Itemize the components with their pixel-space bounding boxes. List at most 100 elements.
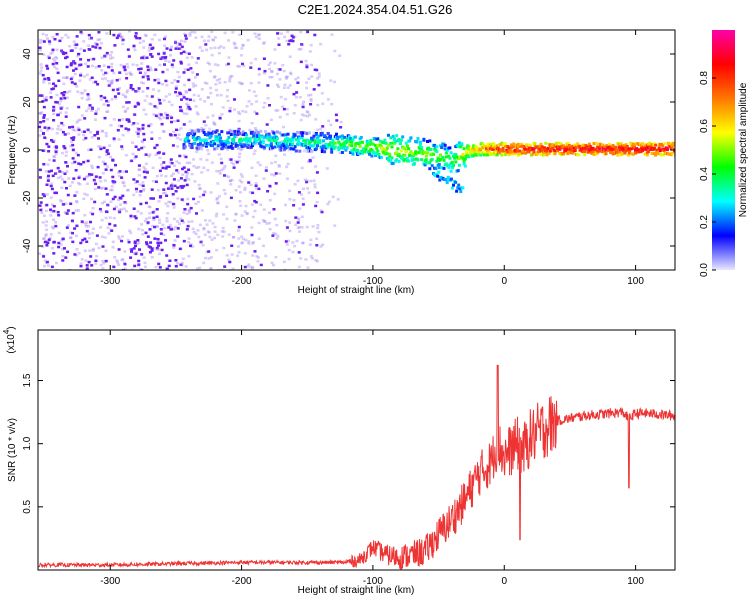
- spectrogram-noise-point: [82, 160, 86, 164]
- spectrogram-noise-point: [170, 103, 174, 107]
- spectrogram-noise-point: [83, 130, 86, 133]
- spectrogram-ridge-point: [479, 148, 483, 151]
- spectrogram-ridge-point: [608, 142, 611, 146]
- spectrogram-ridge-point: [456, 169, 460, 173]
- spectrogram-noise-point: [237, 251, 241, 254]
- spectrogram-noise-point: [54, 171, 58, 175]
- spectrogram-noise-point: [56, 113, 60, 117]
- spectrogram-ridge-point: [456, 145, 460, 149]
- spectrogram-noise-point: [137, 164, 141, 167]
- snr-series-line: [38, 364, 675, 570]
- spectrogram-ridge-point: [291, 138, 295, 142]
- spectrogram-noise-point: [69, 202, 73, 205]
- spectrogram-noise-point: [124, 209, 128, 213]
- spectrogram-noise-point: [198, 195, 202, 199]
- spectrogram-noise-point: [42, 214, 46, 217]
- spectrogram-noise-point: [160, 122, 164, 126]
- spectrogram-ridge-point: [534, 145, 538, 149]
- spectrogram-ridge-point: [370, 154, 374, 158]
- spectrogram-ridge-point: [318, 141, 322, 145]
- spectrogram-noise-point: [285, 75, 289, 78]
- spectrogram-noise-point: [143, 99, 147, 102]
- spectrogram-ridge-point: [454, 152, 458, 156]
- spectrogram-noise-point: [249, 66, 253, 69]
- spectrogram-noise-point: [307, 160, 310, 163]
- x-tick-label: -100: [363, 576, 383, 587]
- spectrogram-noise-point: [209, 191, 213, 194]
- spectrogram-noise-point: [178, 105, 182, 109]
- spectrogram-noise-point: [212, 76, 216, 79]
- spectrogram-noise-point: [120, 176, 124, 179]
- spectrogram-noise-point: [168, 200, 172, 204]
- spectrogram-noise-point: [221, 235, 225, 238]
- spectrogram-noise-point: [287, 257, 291, 261]
- spectrogram-ridge-point: [632, 142, 636, 146]
- spectrogram-ridge-point: [208, 132, 212, 136]
- spectrogram-noise-point: [46, 67, 50, 70]
- spectrogram-noise-point: [302, 187, 305, 191]
- spectrogram-noise-point: [250, 103, 254, 106]
- spectrogram-noise-point: [316, 191, 320, 195]
- spectrogram-noise-point: [313, 137, 317, 140]
- spectrogram-noise-point: [73, 194, 77, 197]
- spectrogram-noise-point: [173, 133, 177, 137]
- spectrogram-noise-point: [257, 33, 261, 37]
- spectrogram-noise-point: [180, 186, 184, 189]
- spectrogram-noise-point: [316, 128, 320, 132]
- spectrogram-noise-point: [214, 88, 218, 92]
- spectrogram-noise-point: [52, 112, 56, 116]
- spectrogram-ridge-point: [382, 147, 386, 151]
- spectrogram-noise-point: [199, 240, 203, 244]
- spectrogram-noise-point: [99, 42, 103, 45]
- spectrogram-noise-point: [79, 63, 83, 66]
- spectrogram-noise-point: [277, 165, 281, 168]
- spectrogram-noise-point: [253, 32, 257, 35]
- spectrogram-noise-point: [244, 204, 248, 208]
- spectrogram-noise-point: [109, 200, 113, 203]
- spectrogram-noise-point: [45, 64, 49, 68]
- spectrogram-noise-point: [47, 178, 51, 181]
- spectrogram-noise-point: [136, 89, 140, 93]
- spectrogram-noise-point: [122, 207, 126, 210]
- spectrogram-noise-point: [192, 158, 195, 161]
- spectrogram-ridge-point: [313, 139, 317, 143]
- spectrogram-ridge-point: [232, 140, 236, 144]
- spectrogram-ridge-point: [401, 135, 405, 139]
- x-tick-label: -100: [363, 276, 383, 287]
- spectrogram-noise-point: [92, 178, 96, 182]
- spectrogram-ridge-point: [618, 148, 622, 152]
- spectrogram-noise-point: [326, 98, 330, 101]
- spectrogram-ridge-point: [252, 142, 256, 146]
- spectrogram-ridge-point: [314, 147, 318, 151]
- spectrogram-noise-point: [256, 161, 260, 164]
- spectrogram-noise-point: [79, 72, 83, 75]
- spectrogram-ridge-point: [500, 153, 504, 157]
- spectrogram-noise-point: [91, 64, 94, 68]
- spectrogram-ridge-point: [384, 149, 388, 153]
- spectrogram-noise-point: [172, 246, 176, 249]
- spectrogram-noise-point: [311, 225, 315, 228]
- spectrogram-ridge-point: [285, 140, 289, 144]
- spectrogram-noise-point: [282, 107, 286, 111]
- spectrogram-noise-point: [91, 227, 95, 230]
- spectrogram-ridge-point: [556, 149, 559, 153]
- spectrogram-ridge-point: [306, 138, 310, 142]
- spectrogram-ridge-point: [592, 142, 596, 146]
- spectrogram-noise-point: [174, 90, 178, 94]
- spectrogram-noise-point: [46, 118, 50, 121]
- spectrogram-noise-point: [238, 179, 242, 182]
- spectrogram-noise-point: [300, 226, 304, 229]
- spectrogram-noise-point: [185, 91, 189, 94]
- spectrogram-noise-point: [79, 262, 83, 265]
- spectrogram-ridge-point: [329, 141, 332, 145]
- spectrogram-noise-point: [145, 169, 149, 173]
- spectrogram-noise-point: [242, 64, 246, 68]
- spectrogram-noise-point: [136, 101, 140, 105]
- spectrogram-ridge-point: [624, 143, 628, 147]
- spectrogram-noise-point: [130, 250, 133, 253]
- spectrogram-noise-point: [78, 118, 82, 121]
- spectrogram-noise-point: [174, 85, 178, 88]
- spectrogram-noise-point: [87, 260, 91, 264]
- spectrogram-noise-point: [118, 210, 122, 214]
- spectrogram-noise-point: [299, 257, 303, 260]
